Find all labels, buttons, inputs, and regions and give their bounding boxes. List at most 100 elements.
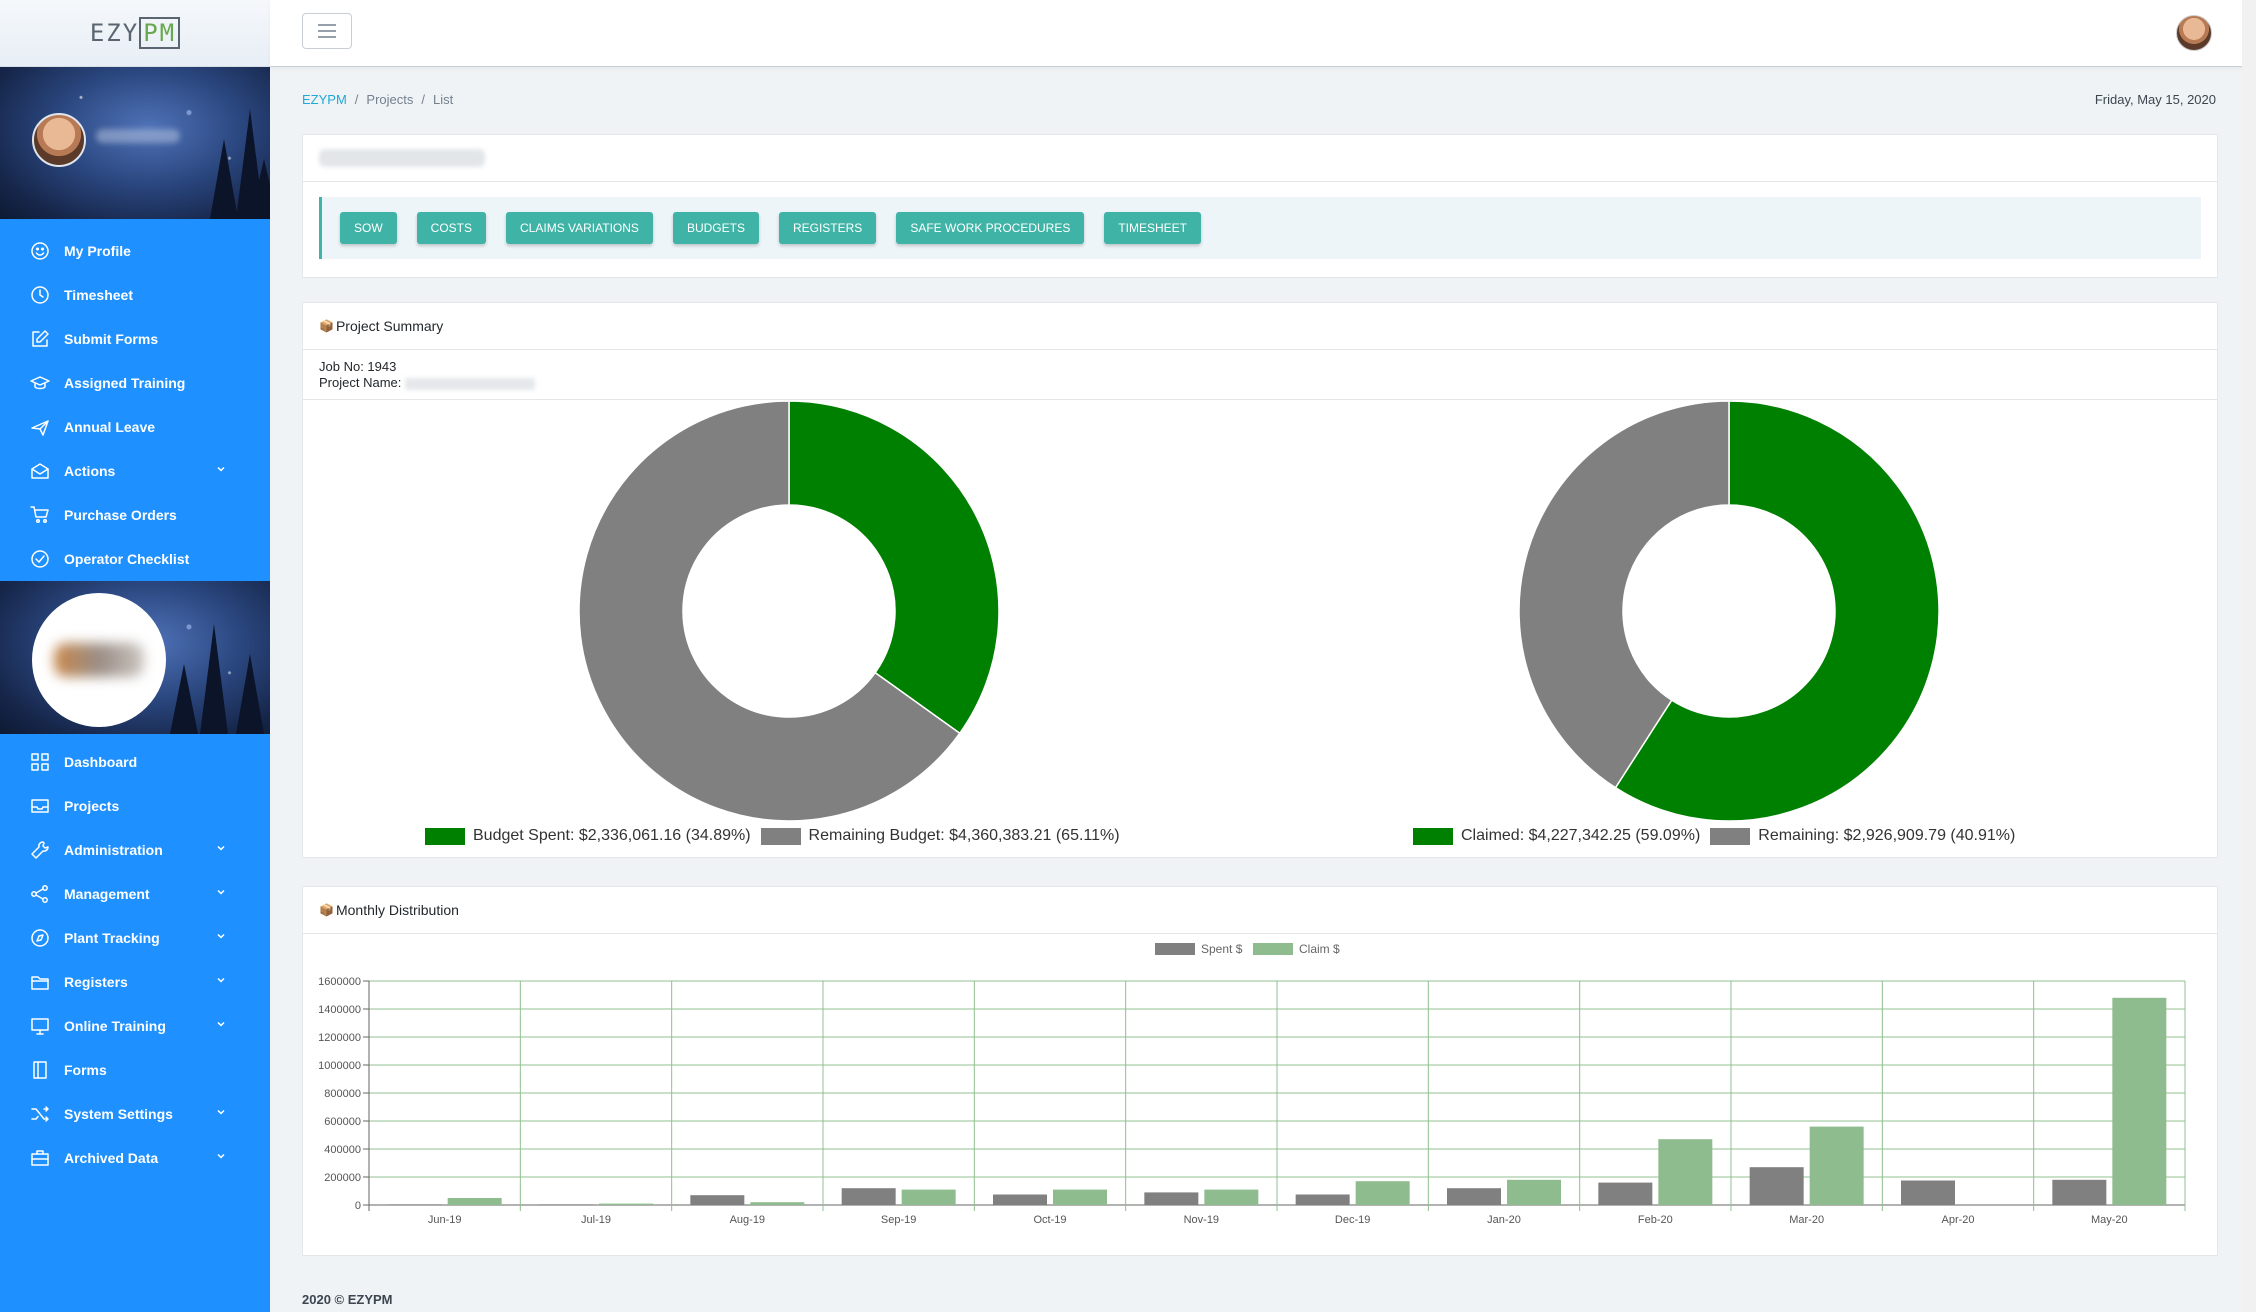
bar-spent[interactable]: [1447, 1188, 1501, 1205]
y-tick-label: 800000: [324, 1088, 361, 1100]
legend-label-0[interactable]: Spent $: [1201, 942, 1243, 956]
bar-spent[interactable]: [1295, 1194, 1350, 1206]
tab-budgets-button[interactable]: BUDGETS: [672, 212, 759, 244]
menu-toggle-button[interactable]: [302, 13, 352, 49]
sidebar-item-label: Management: [64, 886, 150, 902]
budget-donut-slice-0[interactable]: [788, 400, 1000, 735]
chevron-down-icon: [217, 1153, 225, 1159]
tab-safe-work-procedures-button[interactable]: SAFE WORK PROCEDURES: [896, 212, 1085, 244]
claims-legend: Claimed: $4,227,342.25 (59.09%) Remainin…: [1413, 827, 2015, 845]
sidebar-item-actions[interactable]: Actions: [0, 449, 270, 493]
sidebar-item-label: Plant Tracking: [64, 930, 160, 946]
bar-claim[interactable]: [1658, 1139, 1713, 1205]
sidebar-item-plant-tracking[interactable]: Plant Tracking: [0, 916, 270, 960]
tab-claims-variations-button[interactable]: CLAIMS VARIATIONS: [506, 212, 653, 244]
bar-claim[interactable]: [1053, 1189, 1107, 1205]
avatar[interactable]: [32, 113, 86, 167]
legend-swatch-claimed: [1413, 827, 1453, 845]
sidebar-item-registers[interactable]: Registers: [0, 960, 270, 1004]
chevron-down-icon: [217, 466, 225, 472]
x-tick-label: Aug-19: [730, 1214, 765, 1226]
bar-claim[interactable]: [1809, 1126, 1864, 1205]
tab-costs-button[interactable]: COSTS: [416, 212, 487, 244]
sidebar-item-system-settings[interactable]: System Settings: [0, 1092, 270, 1136]
sidebar-item-annual-leave[interactable]: Annual Leave: [0, 405, 270, 449]
budget-legend: Budget Spent: $2,336,061.16 (34.89%) Rem…: [425, 827, 1120, 845]
budget-donut-slice-1[interactable]: [578, 400, 961, 822]
sidebar-item-administration[interactable]: Administration: [0, 828, 270, 872]
bar-spent[interactable]: [1749, 1167, 1804, 1205]
legend-remaining-claim[interactable]: Remaining: $2,926,909.79 (40.91%): [1758, 827, 2016, 844]
tab-timesheet-button[interactable]: TIMESHEET: [1104, 212, 1202, 244]
x-tick-label: Feb-20: [1638, 1214, 1673, 1226]
sidebar-item-projects[interactable]: Projects: [0, 784, 270, 828]
sidebar-item-label: Online Training: [64, 1018, 166, 1034]
sidebar-item-assigned-training[interactable]: Assigned Training: [0, 361, 270, 405]
bar-spent[interactable]: [1901, 1180, 1955, 1206]
breadcrumb-home[interactable]: EZYPM: [302, 92, 347, 107]
graduation-cap-icon: [30, 376, 50, 390]
bar-claim[interactable]: [447, 1198, 502, 1205]
footer: 2020 © EZYPM: [302, 1292, 393, 1307]
bar-spent[interactable]: [841, 1188, 896, 1205]
cube-icon: 📦: [319, 319, 334, 333]
breadcrumb-current: List: [433, 92, 454, 107]
edit-icon: [32, 330, 49, 347]
breadcrumb-projects[interactable]: Projects: [366, 92, 414, 107]
x-tick-label: Dec-19: [1335, 1214, 1370, 1226]
bar-spent[interactable]: [993, 1194, 1047, 1206]
sidebar-item-label: Annual Leave: [64, 419, 156, 435]
bar-claim[interactable]: [2112, 997, 2167, 1205]
bar-claim[interactable]: [599, 1203, 653, 1205]
bar-claim[interactable]: [750, 1202, 805, 1205]
sidebar-item-label: Administration: [64, 842, 163, 858]
sidebar-item-my-profile[interactable]: My Profile: [0, 229, 270, 273]
bar-claim[interactable]: [901, 1189, 956, 1205]
bar-spent[interactable]: [1598, 1182, 1653, 1205]
tab-registers-button[interactable]: REGISTERS: [778, 212, 877, 244]
sidebar-item-label: Dashboard: [64, 754, 138, 770]
legend-remaining-budget[interactable]: Remaining Budget: $4,360,383.21 (65.11%): [808, 827, 1120, 844]
legend-claimed[interactable]: Claimed: $4,227,342.25 (59.09%): [1461, 827, 1701, 844]
sidebar-item-dashboard[interactable]: Dashboard: [0, 740, 270, 784]
legend-budget-spent[interactable]: Budget Spent: $2,336,061.16 (34.89%): [473, 827, 751, 844]
y-tick-label: 1600000: [318, 976, 361, 988]
claims-donut-slice-0[interactable]: [1614, 400, 1940, 822]
user-name-redacted: [96, 129, 180, 143]
sidebar-item-purchase-orders[interactable]: Purchase Orders: [0, 493, 270, 537]
claims-donut-slice-1[interactable]: [1518, 400, 1730, 789]
legend-swatch-spent: [425, 827, 465, 845]
sidebar-item-forms[interactable]: Forms: [0, 1048, 270, 1092]
y-tick-label: 600000: [324, 1116, 361, 1128]
chevron-down-icon: [217, 1021, 225, 1027]
sidebar-item-online-training[interactable]: Online Training: [0, 1004, 270, 1048]
bar-claim[interactable]: [1507, 1179, 1561, 1205]
bar-spent[interactable]: [690, 1195, 745, 1205]
bar-claim[interactable]: [1204, 1189, 1259, 1205]
monthly-distribution-header: 📦 Monthly Distribution: [303, 887, 2217, 934]
sidebar-item-operator-checklist[interactable]: Operator Checklist: [0, 537, 270, 581]
header-avatar[interactable]: [2176, 15, 2212, 51]
sidebar-item-archived-data[interactable]: Archived Data: [0, 1136, 270, 1180]
bar-spent[interactable]: [539, 1204, 593, 1205]
bar-claim[interactable]: [1355, 1181, 1410, 1205]
x-tick-label: Nov-19: [1184, 1214, 1219, 1226]
top-header: [270, 0, 2256, 67]
cube-icon: 📦: [319, 903, 334, 917]
sidebar-item-timesheet[interactable]: Timesheet: [0, 273, 270, 317]
clock-icon: [31, 286, 49, 304]
legend-swatch-remaining-claim: [1710, 827, 1751, 845]
sidebar-item-management[interactable]: Management: [0, 872, 270, 916]
legend-label-1[interactable]: Claim $: [1299, 942, 1340, 956]
page-scrollbar[interactable]: [2242, 0, 2256, 1312]
profile-banner: [0, 67, 270, 219]
bar-spent[interactable]: [2052, 1179, 2107, 1205]
compass-icon: [31, 929, 49, 947]
bar-spent[interactable]: [1144, 1192, 1199, 1205]
brand-logo[interactable]: EZY PM: [0, 0, 270, 67]
tab-sow-button[interactable]: SOW: [340, 212, 397, 244]
inbox-icon: [31, 799, 49, 813]
project-name-redacted: [405, 377, 536, 390]
sidebar-item-submit-forms[interactable]: Submit Forms: [0, 317, 270, 361]
bar-spent[interactable]: [387, 1204, 442, 1205]
